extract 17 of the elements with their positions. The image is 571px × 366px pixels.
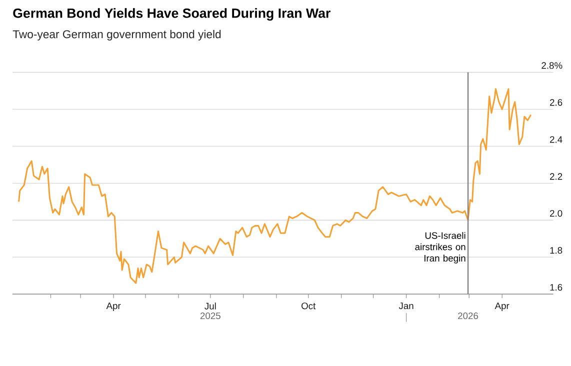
y-tick-label: 2.0 <box>550 210 562 216</box>
ref-line-label: US-Israeli airstrikes on Iran begin <box>415 232 466 264</box>
x2-tick-label: 2025 <box>200 312 220 319</box>
y-tick-label: 2.8% <box>542 62 562 69</box>
chart-title: German Bond Yields Have Soared During Iran War <box>13 8 330 20</box>
y-tick-label: 1.8 <box>550 246 562 254</box>
x-tick-label: Jan <box>398 302 414 309</box>
y-tick-label: 2.6 <box>550 98 562 106</box>
y-tick-label: 2.4 <box>550 136 562 143</box>
x2-tick-label: 2026 <box>458 312 478 319</box>
x-tick-label: Oct <box>302 302 316 309</box>
chart-subtitle: Two-year German government bond yield <box>12 30 221 40</box>
x-tick-label: Apr <box>106 302 121 311</box>
y-tick-label: 1.6 <box>550 284 562 290</box>
y-tick-label: 2.2 <box>550 172 562 180</box>
x-tick-label: Apr <box>494 302 510 311</box>
x-tick-label: Jul <box>204 302 216 310</box>
